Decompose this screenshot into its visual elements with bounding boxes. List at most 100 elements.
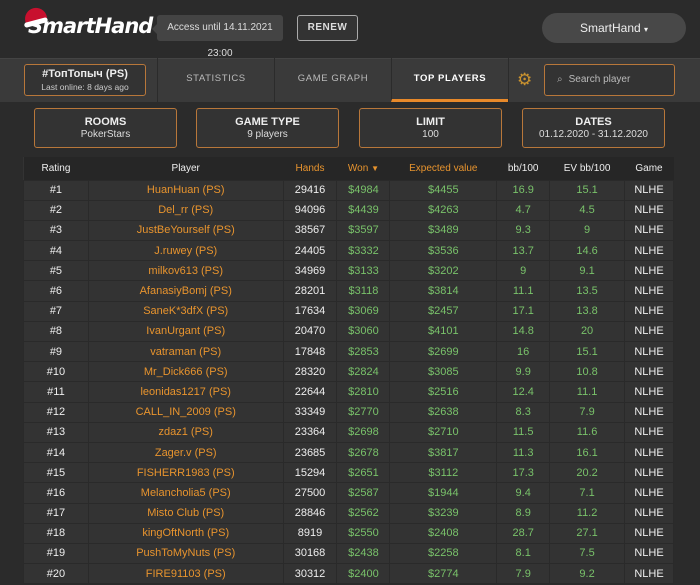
- cell-player[interactable]: leonidas1217 (PS): [87, 381, 284, 403]
- table-row[interactable]: #3 JustBeYourself (PS) 38567 $3597 $3489 9.3 9…: [23, 219, 674, 242]
- col-won[interactable]: Won ▼: [336, 157, 390, 180]
- cell-player[interactable]: FIRE91103 (PS): [87, 563, 284, 585]
- account-selector[interactable]: #ТопТопыч (PS) Last online: 8 days ago: [24, 64, 146, 96]
- cell-expected-value: $3536: [389, 240, 498, 262]
- cell-won: $2562: [336, 502, 391, 524]
- filter-title: GAME TYPE: [235, 116, 300, 128]
- table-row[interactable]: #5 milkov613 (PS) 34969 $3133 $3202 9 9.1 NLHE: [23, 260, 674, 282]
- tab-game-graph[interactable]: GAME GRAPH: [274, 58, 391, 102]
- cell-expected-value: $3814: [389, 280, 498, 302]
- table-row[interactable]: #1 HuanHuan (PS) 29416 $4984 $4455 16.9 15.1 NL…: [23, 179, 674, 201]
- cell-player[interactable]: J.ruwey (PS): [87, 240, 284, 262]
- cell-won: $2698: [336, 421, 391, 443]
- cell-expected-value: $3085: [389, 361, 498, 383]
- table-row[interactable]: #14 Zager.v (PS) 23685 $2678 $3817 11.3 16.1 NL…: [23, 441, 674, 464]
- cell-game: NLHE: [624, 441, 674, 464]
- col-bb100[interactable]: bb/100: [496, 157, 550, 180]
- table-row[interactable]: #8 IvanUrgant (PS) 20470 $3060 $4101 14.8 20 NL…: [23, 320, 674, 343]
- cell-hands: 27500: [282, 482, 338, 504]
- user-menu[interactable]: SmartHand ▾: [542, 13, 686, 43]
- cell-hands: 33349: [282, 401, 338, 423]
- cell-hands: 15294: [282, 462, 338, 484]
- cell-player[interactable]: PushToMyNuts (PS): [87, 542, 284, 565]
- filter-game-type[interactable]: GAME TYPE 9 players: [196, 108, 339, 148]
- search-placeholder: Search player: [568, 74, 631, 85]
- table-row[interactable]: #18 kingOftNorth (PS) 8919 $2550 $2408 28.7 27…: [23, 522, 674, 544]
- cell-bb100: 16.9: [496, 179, 551, 201]
- cell-bb100: 17.3: [496, 462, 551, 484]
- cell-player[interactable]: Zager.v (PS): [87, 441, 284, 464]
- cell-hands: 23364: [282, 421, 338, 443]
- cell-player[interactable]: Mr_Dick666 (PS): [87, 361, 284, 383]
- search-input[interactable]: ⌕ Search player: [544, 64, 675, 96]
- cell-hands: 28846: [282, 502, 338, 524]
- cell-player[interactable]: JustBeYourself (PS): [87, 219, 284, 242]
- cell-ev-bb100: 15.1: [549, 340, 625, 363]
- cell-hands: 22644: [282, 381, 338, 403]
- tab-top-players[interactable]: TOP PLAYERS: [391, 58, 508, 102]
- table-row[interactable]: #7 SaneK*3dfX (PS) 17634 $3069 $2457 17.1 13.8…: [23, 300, 674, 322]
- cell-won: $2438: [336, 542, 391, 565]
- table-row[interactable]: #11 leonidas1217 (PS) 22644 $2810 $2516 12.4 1…: [23, 381, 674, 403]
- table-row[interactable]: #17 Misto Club (PS) 28846 $2562 $3239 8.9 11.2…: [23, 502, 674, 524]
- cell-ev-bb100: 7.9: [549, 401, 625, 423]
- cell-hands: 29416: [282, 179, 338, 201]
- col-ev-bb100[interactable]: EV bb/100: [549, 157, 625, 180]
- cell-won: $3118: [336, 280, 391, 302]
- table-row[interactable]: #13 zdaz1 (PS) 23364 $2698 $2710 11.5 11.6 NLHE: [23, 421, 674, 443]
- cell-won: $3060: [336, 320, 391, 343]
- table-row[interactable]: #4 J.ruwey (PS) 24405 $3332 $3536 13.7 14.6 NLH…: [23, 240, 674, 262]
- col-hands[interactable]: Hands: [283, 157, 337, 180]
- filter-dates[interactable]: DATES 01.12.2020 - 31.12.2020: [522, 108, 665, 148]
- table-row[interactable]: #6 AfanasiyBomj (PS) 28201 $3118 $3814 11.1 13…: [23, 280, 674, 302]
- cell-player[interactable]: Melancholia5 (PS): [87, 482, 284, 504]
- cell-player[interactable]: Misto Club (PS): [87, 502, 284, 524]
- table-row[interactable]: #9 vatraman (PS) 17848 $2853 $2699 16 15.1 NLHE: [23, 340, 674, 363]
- cell-player[interactable]: Del_rr (PS): [87, 199, 284, 221]
- cell-rating: #5: [23, 260, 89, 282]
- cell-player[interactable]: CALL_IN_2009 (PS): [87, 401, 284, 423]
- table-row[interactable]: #2 Del_rr (PS) 94096 $4439 $4263 4.7 4.5 NLHE: [23, 199, 674, 221]
- gear-icon[interactable]: ⚙: [517, 70, 533, 89]
- table-row[interactable]: #19 PushToMyNuts (PS) 30168 $2438 $2258 8.1 7.…: [23, 542, 674, 565]
- cell-ev-bb100: 9.2: [549, 563, 625, 585]
- cell-player[interactable]: kingOftNorth (PS): [87, 522, 284, 544]
- account-status: Last online: 8 days ago: [41, 82, 129, 92]
- cell-player[interactable]: vatraman (PS): [87, 340, 284, 363]
- cell-ev-bb100: 11.1: [549, 381, 625, 403]
- cell-hands: 28201: [282, 280, 338, 302]
- table-row[interactable]: #20 FIRE91103 (PS) 30312 $2400 $2774 7.9 9.2 NL…: [23, 563, 674, 585]
- cell-player[interactable]: SaneK*3dfX (PS): [87, 300, 284, 322]
- col-rating[interactable]: Rating: [23, 157, 89, 180]
- cell-game: NLHE: [624, 199, 674, 221]
- cell-player[interactable]: HuanHuan (PS): [87, 179, 284, 201]
- filter-rooms[interactable]: ROOMS PokerStars: [34, 108, 177, 148]
- cell-player[interactable]: milkov613 (PS): [87, 260, 284, 282]
- search-icon: ⌕: [557, 74, 563, 85]
- cell-rating: #19: [23, 542, 89, 565]
- table-row[interactable]: #12 CALL_IN_2009 (PS) 33349 $2770 $2638 8.3 7.…: [23, 401, 674, 423]
- cell-game: NLHE: [624, 482, 674, 504]
- cell-player[interactable]: FISHERR1983 (PS): [87, 462, 284, 484]
- cell-game: NLHE: [624, 522, 674, 544]
- cell-player[interactable]: AfanasiyBomj (PS): [87, 280, 284, 302]
- filter-title: ROOMS: [84, 116, 127, 128]
- cell-player[interactable]: IvanUrgant (PS): [87, 320, 284, 343]
- tab-statistics[interactable]: STATISTICS: [157, 58, 274, 102]
- cell-game: NLHE: [624, 240, 674, 262]
- filter-limit[interactable]: LIMIT 100: [359, 108, 502, 148]
- top-players-table: Rating Player Hands Won ▼ Expected value…: [23, 157, 674, 585]
- table-row[interactable]: #10 Mr_Dick666 (PS) 28320 $2824 $3085 9.9 10.8…: [23, 361, 674, 383]
- table-row[interactable]: #16 Melancholia5 (PS) 27500 $2587 $1944 9.4 7.…: [23, 482, 674, 504]
- col-player[interactable]: Player: [88, 157, 284, 180]
- cell-bb100: 11.1: [496, 280, 551, 302]
- cell-player[interactable]: zdaz1 (PS): [87, 421, 284, 443]
- table-row[interactable]: #15 FISHERR1983 (PS) 15294 $2651 $3112 17.3 20…: [23, 462, 674, 484]
- access-badge: Access until 14.11.2021 23:00: [152, 15, 283, 59]
- cell-game: NLHE: [624, 361, 674, 383]
- col-expected-value[interactable]: Expected value: [389, 157, 497, 180]
- cell-game: NLHE: [624, 340, 674, 363]
- col-game[interactable]: Game: [624, 157, 674, 180]
- logo[interactable]: SmartHand: [22, 5, 153, 44]
- renew-button[interactable]: RENEW: [297, 15, 358, 41]
